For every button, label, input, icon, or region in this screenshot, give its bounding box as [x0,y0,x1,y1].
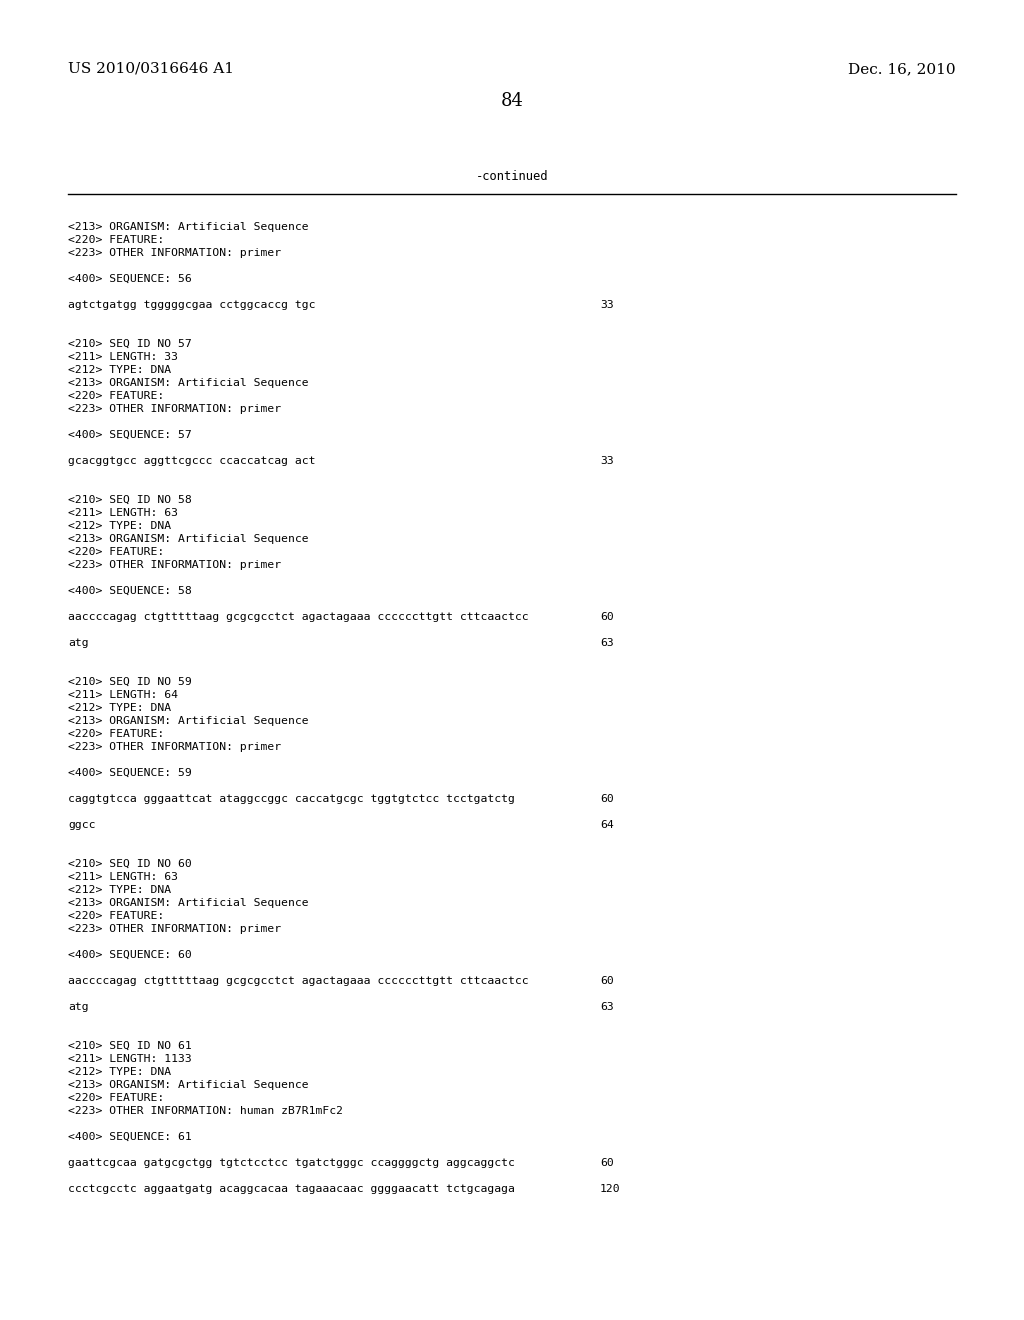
Text: gcacggtgcc aggttcgccc ccaccatcag act: gcacggtgcc aggttcgccc ccaccatcag act [68,455,315,466]
Text: 60: 60 [600,1158,613,1168]
Text: <212> TYPE: DNA: <212> TYPE: DNA [68,521,171,531]
Text: <220> FEATURE:: <220> FEATURE: [68,911,164,921]
Text: <212> TYPE: DNA: <212> TYPE: DNA [68,1067,171,1077]
Text: 60: 60 [600,795,613,804]
Text: <220> FEATURE:: <220> FEATURE: [68,235,164,246]
Text: <213> ORGANISM: Artificial Sequence: <213> ORGANISM: Artificial Sequence [68,378,308,388]
Text: <223> OTHER INFORMATION: primer: <223> OTHER INFORMATION: primer [68,404,282,414]
Text: atg: atg [68,638,89,648]
Text: <223> OTHER INFORMATION: primer: <223> OTHER INFORMATION: primer [68,924,282,935]
Text: <213> ORGANISM: Artificial Sequence: <213> ORGANISM: Artificial Sequence [68,535,308,544]
Text: <400> SEQUENCE: 56: <400> SEQUENCE: 56 [68,275,191,284]
Text: <213> ORGANISM: Artificial Sequence: <213> ORGANISM: Artificial Sequence [68,1080,308,1090]
Text: <400> SEQUENCE: 59: <400> SEQUENCE: 59 [68,768,191,777]
Text: <220> FEATURE:: <220> FEATURE: [68,391,164,401]
Text: 60: 60 [600,975,613,986]
Text: <400> SEQUENCE: 60: <400> SEQUENCE: 60 [68,950,191,960]
Text: <212> TYPE: DNA: <212> TYPE: DNA [68,704,171,713]
Text: <220> FEATURE:: <220> FEATURE: [68,1093,164,1104]
Text: agtctgatgg tgggggcgaa cctggcaccg tgc: agtctgatgg tgggggcgaa cctggcaccg tgc [68,300,315,310]
Text: 60: 60 [600,612,613,622]
Text: <213> ORGANISM: Artificial Sequence: <213> ORGANISM: Artificial Sequence [68,222,308,232]
Text: US 2010/0316646 A1: US 2010/0316646 A1 [68,62,234,77]
Text: <210> SEQ ID NO 61: <210> SEQ ID NO 61 [68,1041,191,1051]
Text: 63: 63 [600,1002,613,1012]
Text: 64: 64 [600,820,613,830]
Text: <211> LENGTH: 64: <211> LENGTH: 64 [68,690,178,700]
Text: gaattcgcaa gatgcgctgg tgtctcctcc tgatctgggc ccaggggctg aggcaggctc: gaattcgcaa gatgcgctgg tgtctcctcc tgatctg… [68,1158,515,1168]
Text: <213> ORGANISM: Artificial Sequence: <213> ORGANISM: Artificial Sequence [68,715,308,726]
Text: <211> LENGTH: 33: <211> LENGTH: 33 [68,352,178,362]
Text: <220> FEATURE:: <220> FEATURE: [68,729,164,739]
Text: 33: 33 [600,455,613,466]
Text: <212> TYPE: DNA: <212> TYPE: DNA [68,366,171,375]
Text: <210> SEQ ID NO 58: <210> SEQ ID NO 58 [68,495,191,506]
Text: 84: 84 [501,92,523,110]
Text: <211> LENGTH: 63: <211> LENGTH: 63 [68,508,178,517]
Text: -continued: -continued [476,170,548,183]
Text: Dec. 16, 2010: Dec. 16, 2010 [848,62,956,77]
Text: ccctcgcctc aggaatgatg acaggcacaa tagaaacaac ggggaacatt tctgcagaga: ccctcgcctc aggaatgatg acaggcacaa tagaaac… [68,1184,515,1195]
Text: 120: 120 [600,1184,621,1195]
Text: <210> SEQ ID NO 60: <210> SEQ ID NO 60 [68,859,191,869]
Text: <210> SEQ ID NO 59: <210> SEQ ID NO 59 [68,677,191,686]
Text: <211> LENGTH: 63: <211> LENGTH: 63 [68,873,178,882]
Text: <223> OTHER INFORMATION: primer: <223> OTHER INFORMATION: primer [68,560,282,570]
Text: aaccccagag ctgtttttaag gcgcgcctct agactagaaa ccccccttgtt cttcaactcc: aaccccagag ctgtttttaag gcgcgcctct agacta… [68,612,528,622]
Text: <220> FEATURE:: <220> FEATURE: [68,546,164,557]
Text: aaccccagag ctgtttttaag gcgcgcctct agactagaaa ccccccttgtt cttcaactcc: aaccccagag ctgtttttaag gcgcgcctct agacta… [68,975,528,986]
Text: <400> SEQUENCE: 61: <400> SEQUENCE: 61 [68,1133,191,1142]
Text: <400> SEQUENCE: 57: <400> SEQUENCE: 57 [68,430,191,440]
Text: <213> ORGANISM: Artificial Sequence: <213> ORGANISM: Artificial Sequence [68,898,308,908]
Text: <223> OTHER INFORMATION: human zB7R1mFc2: <223> OTHER INFORMATION: human zB7R1mFc2 [68,1106,343,1115]
Text: atg: atg [68,1002,89,1012]
Text: <211> LENGTH: 1133: <211> LENGTH: 1133 [68,1053,191,1064]
Text: <210> SEQ ID NO 57: <210> SEQ ID NO 57 [68,339,191,348]
Text: <223> OTHER INFORMATION: primer: <223> OTHER INFORMATION: primer [68,248,282,257]
Text: caggtgtcca gggaattcat ataggccggc caccatgcgc tggtgtctcc tcctgatctg: caggtgtcca gggaattcat ataggccggc caccatg… [68,795,515,804]
Text: <400> SEQUENCE: 58: <400> SEQUENCE: 58 [68,586,191,597]
Text: 63: 63 [600,638,613,648]
Text: ggcc: ggcc [68,820,95,830]
Text: 33: 33 [600,300,613,310]
Text: <223> OTHER INFORMATION: primer: <223> OTHER INFORMATION: primer [68,742,282,752]
Text: <212> TYPE: DNA: <212> TYPE: DNA [68,884,171,895]
